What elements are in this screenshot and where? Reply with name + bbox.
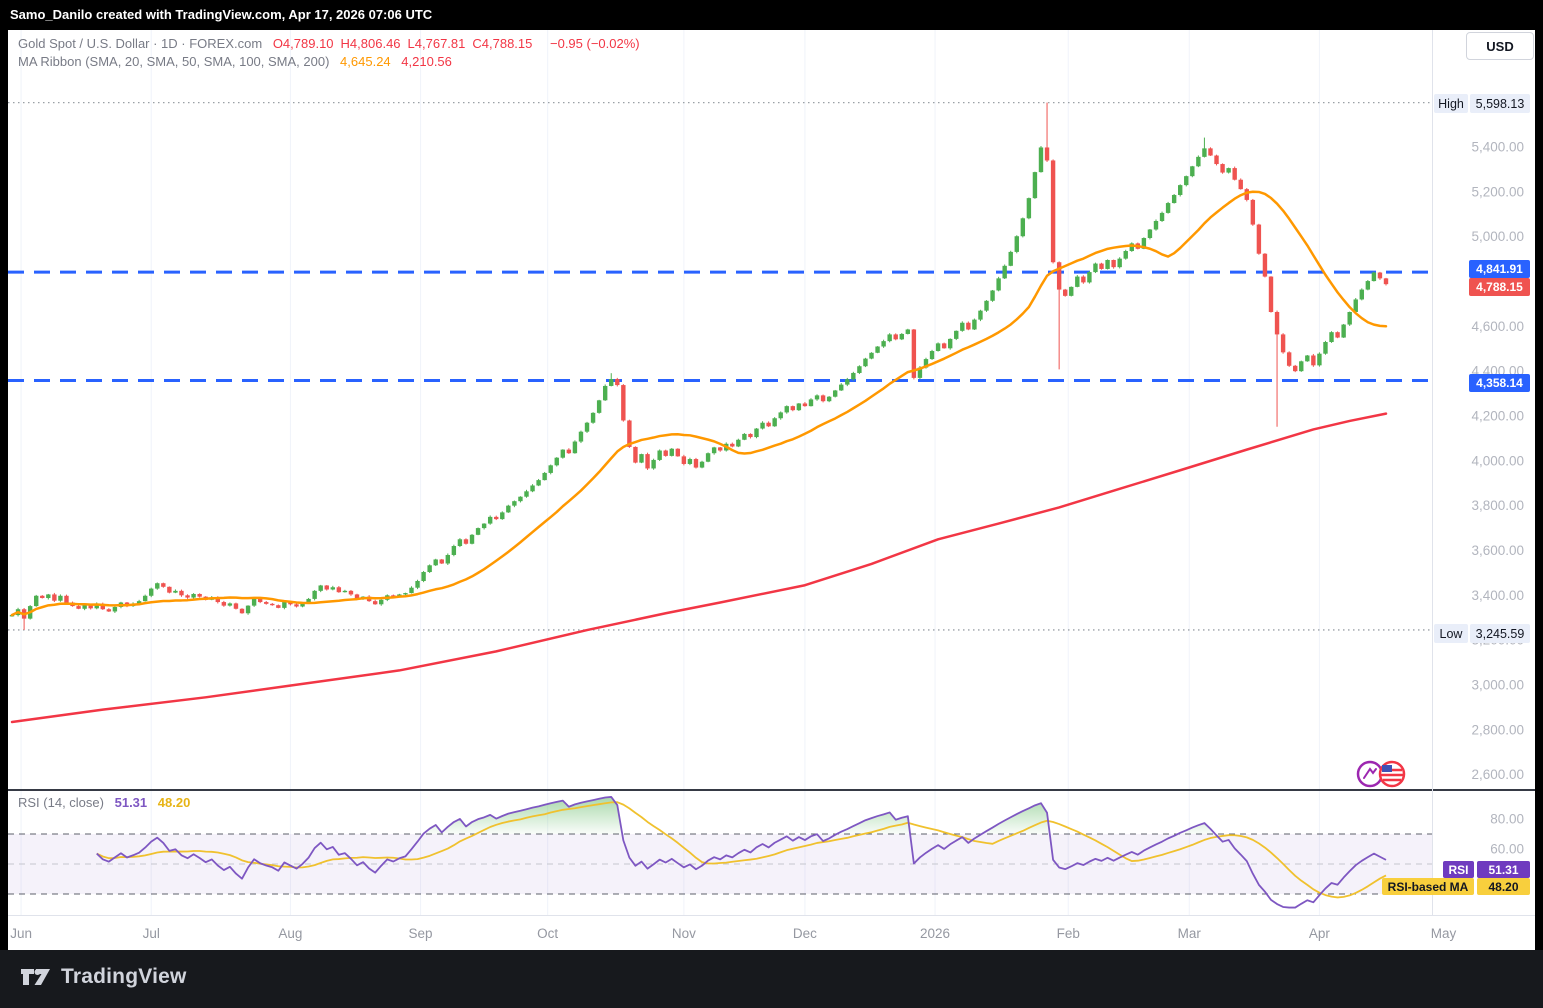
upper-level-chip: 4,841.91	[1469, 260, 1530, 278]
svg-text:Aug: Aug	[278, 926, 302, 941]
ohlc-value: H4,806.46	[340, 36, 401, 51]
svg-text:3,000.00: 3,000.00	[1471, 677, 1524, 692]
instrument-pair-icons	[1356, 760, 1384, 788]
svg-text:80.00: 80.00	[1490, 812, 1524, 827]
chart-panel: 5,400.005,200.005,000.004,800.004,600.00…	[8, 30, 1535, 950]
attribution-text: Samo_Danilo created with TradingView.com…	[10, 7, 433, 22]
svg-text:Sep: Sep	[409, 926, 433, 941]
svg-text:Dec: Dec	[793, 926, 817, 941]
rsi-ma-value-chip: 48.20	[1477, 878, 1530, 895]
chart-canvas[interactable]: 5,400.005,200.005,000.004,800.004,600.00…	[8, 30, 1535, 950]
symbol-legend: Gold Spot / U.S. Dollar · 1D · FOREX.com…	[18, 36, 647, 51]
rsi-legend: RSI (14, close) 51.31 48.20	[18, 795, 197, 810]
svg-text:2,600.00: 2,600.00	[1471, 767, 1524, 782]
last-price-chip: 4,788.15	[1469, 278, 1530, 296]
svg-text:2,800.00: 2,800.00	[1471, 722, 1524, 737]
ma-ribbon-legend: MA Ribbon (SMA, 20, SMA, 50, SMA, 100, S…	[18, 54, 459, 69]
low-value-chip: 3,245.59	[1470, 624, 1530, 643]
sma20-value: 4,645.24	[340, 54, 391, 69]
svg-text:60.00: 60.00	[1490, 842, 1524, 857]
rsi-ma-value: 48.20	[157, 795, 191, 810]
svg-text:Feb: Feb	[1057, 926, 1080, 941]
svg-text:Nov: Nov	[672, 926, 696, 941]
svg-text:Apr: Apr	[1309, 926, 1331, 941]
ohlc-value: L4,767.81	[407, 36, 466, 51]
high-label-chip: High	[1434, 94, 1468, 113]
svg-text:5,400.00: 5,400.00	[1471, 140, 1524, 155]
ohlc-values: O4,789.10 H4,806.46 L4,767.81 C4,788.15	[273, 36, 540, 51]
rsi-ma-badge: RSI-based MA	[1382, 878, 1474, 895]
svg-text:4,200.00: 4,200.00	[1471, 409, 1524, 424]
rsi-legend-title: RSI (14, close)	[18, 795, 104, 810]
ma-ribbon-title: MA Ribbon (SMA, 20, SMA, 50, SMA, 100, S…	[18, 54, 330, 69]
lower-level-chip: 4,358.14	[1469, 374, 1530, 392]
rsi-value-chip: 51.31	[1477, 861, 1530, 878]
svg-text:3,800.00: 3,800.00	[1471, 498, 1524, 513]
svg-text:Jul: Jul	[143, 926, 160, 941]
currency-toggle-button[interactable]: USD	[1466, 32, 1534, 60]
rsi-badge: RSI	[1443, 861, 1474, 878]
change-value: −0.95 (−0.02%)	[550, 36, 640, 51]
svg-text:4,600.00: 4,600.00	[1471, 319, 1524, 334]
attribution-bar: Samo_Danilo created with TradingView.com…	[0, 0, 1543, 30]
svg-text:3,400.00: 3,400.00	[1471, 588, 1524, 603]
sma200-value: 4,210.56	[401, 54, 452, 69]
low-label-chip: Low	[1434, 624, 1468, 643]
svg-text:Oct: Oct	[537, 926, 558, 941]
tradingview-logo-link[interactable]: TradingView	[20, 964, 187, 990]
svg-text:5,000.00: 5,000.00	[1471, 229, 1524, 244]
svg-text:3,600.00: 3,600.00	[1471, 543, 1524, 558]
svg-text:Mar: Mar	[1178, 926, 1202, 941]
svg-text:4,000.00: 4,000.00	[1471, 453, 1524, 468]
currency-label: USD	[1486, 38, 1514, 54]
tradingview-brand: TradingView	[61, 965, 187, 988]
svg-text:2026: 2026	[920, 926, 950, 941]
svg-text:Jun: Jun	[10, 926, 32, 941]
time-axis[interactable]	[8, 915, 1535, 950]
svg-text:5,200.00: 5,200.00	[1471, 184, 1524, 199]
footer-bar: TradingView	[0, 950, 1543, 1008]
usd-flag-icon	[1378, 760, 1406, 788]
rsi-value: 51.31	[114, 795, 148, 810]
ohlc-value: O4,789.10	[272, 36, 334, 51]
high-value-chip: 5,598.13	[1470, 94, 1530, 113]
tradingview-mark-icon	[21, 969, 50, 985]
symbol-title: Gold Spot / U.S. Dollar · 1D · FOREX.com	[18, 36, 263, 51]
price-axis[interactable]	[1432, 30, 1535, 915]
svg-text:May: May	[1431, 926, 1457, 941]
ohlc-value: C4,788.15	[472, 36, 533, 51]
